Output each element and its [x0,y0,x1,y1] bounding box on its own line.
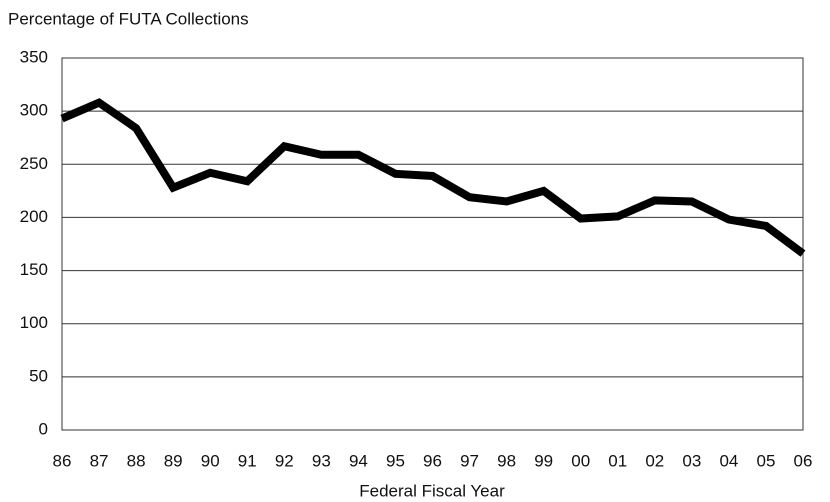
y-tick-label: 200 [20,207,48,226]
x-tick-label: 01 [608,451,627,470]
x-tick-label: 90 [201,451,220,470]
x-tick-label: 87 [90,451,109,470]
x-tick-label: 95 [386,451,405,470]
x-tick-label: 02 [645,451,664,470]
x-tick-label: 89 [164,451,183,470]
y-tick-label: 0 [39,419,48,438]
x-tick-label: 99 [534,451,553,470]
x-tick-label: 00 [571,451,590,470]
x-tick-label: 04 [719,451,738,470]
y-tick-label: 100 [20,313,48,332]
x-tick-label: 91 [238,451,257,470]
x-tick-label: 06 [794,451,813,470]
y-tick-label: 250 [20,154,48,173]
x-tick-label: 05 [756,451,775,470]
x-tick-label: 94 [349,451,368,470]
x-tick-label: 96 [423,451,442,470]
y-tick-label: 300 [20,101,48,120]
x-tick-label: 03 [682,451,701,470]
x-tick-label: 93 [312,451,331,470]
y-tick-label: 350 [20,47,48,66]
chart-title: Percentage of FUTA Collections [8,9,249,28]
x-tick-label: 86 [53,451,72,470]
y-tick-label: 50 [29,366,48,385]
x-tick-label: 98 [497,451,516,470]
plot-area [61,57,804,431]
x-tick-label: 97 [460,451,479,470]
x-axis-label: Federal Fiscal Year [359,481,505,500]
x-tick-label: 92 [275,451,294,470]
y-tick-label: 150 [20,260,48,279]
data-line [60,98,806,257]
x-tick-label: 88 [127,451,146,470]
